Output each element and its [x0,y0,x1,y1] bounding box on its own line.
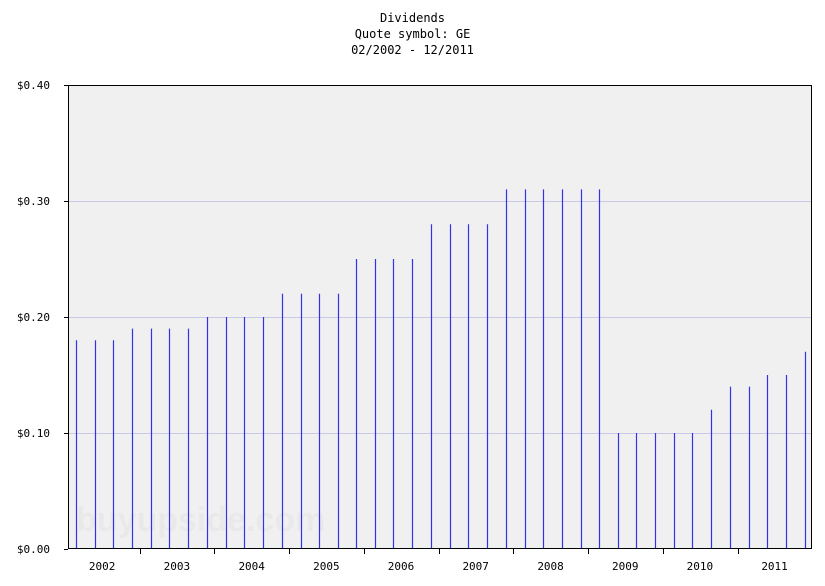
y-tick-label: $0.30 [17,195,50,208]
x-tick-label: 2007 [462,560,489,573]
x-tick-label: 2004 [238,560,265,573]
plot-border [68,85,812,549]
x-tick-label: 2006 [388,560,415,573]
gridlines [68,201,812,434]
y-tick-label: $0.00 [17,543,50,556]
y-axis: $0.00 $0.10 $0.20 $0.30 $0.40 [17,79,68,556]
x-tick-label: 2002 [89,560,116,573]
x-tick-label: 2010 [687,560,714,573]
x-tick-label: 2011 [761,560,788,573]
x-axis: 2002 2003 2004 2005 2006 2007 2008 2009 2010 2011 [89,549,788,573]
dividend-bars [75,189,807,549]
chart-subtitle-symbol: Quote symbol: GE [354,27,471,41]
chart-titles: Dividends Quote symbol: GE 02/2002 - 12/… [0,10,825,58]
x-tick-label: 2009 [612,560,639,573]
x-tick-label: 2005 [313,560,340,573]
chart-subtitle-range: 02/2002 - 12/2011 [351,43,474,57]
y-tick-label: $0.40 [17,79,50,92]
y-tick-label: $0.20 [17,311,50,324]
y-tick-label: $0.10 [17,427,50,440]
watermark: buyupside.com [76,501,325,539]
chart-title: Dividends [379,11,446,25]
x-tick-label: 2008 [537,560,564,573]
x-tick-label: 2003 [164,560,191,573]
